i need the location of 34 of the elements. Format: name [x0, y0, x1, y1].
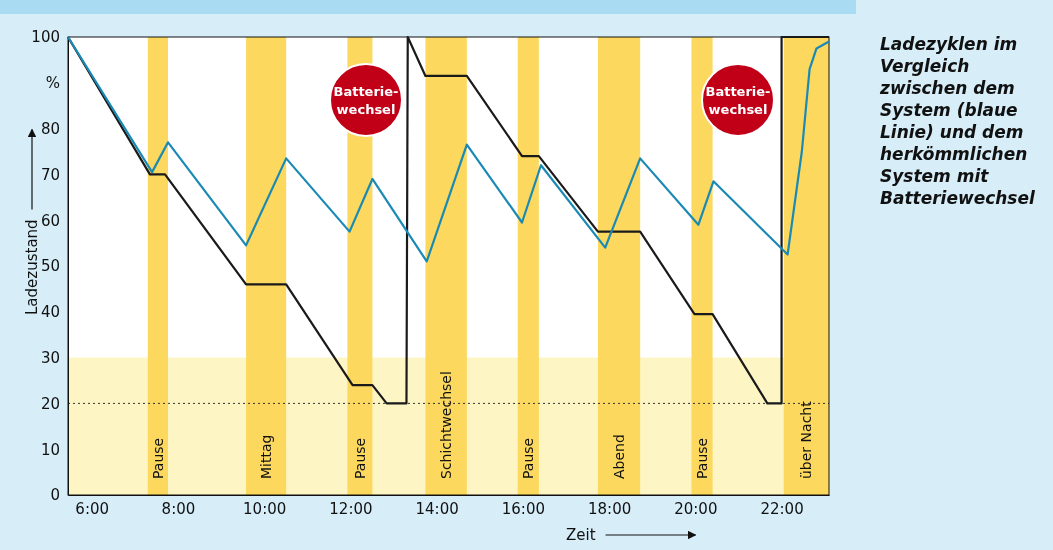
- y-tick-label: 40: [40, 303, 60, 322]
- y-axis-title: Ladezustand: [23, 219, 41, 315]
- x-axis-title: Zeit: [566, 526, 596, 544]
- x-tick-label: 6:00: [75, 499, 110, 518]
- x-tick-label: 14:00: [415, 499, 459, 518]
- y-tick-label: %: [45, 74, 60, 93]
- y-tick-label: 50: [40, 257, 60, 276]
- annotation: Batterie-wechsel: [333, 84, 399, 117]
- band-label: Pause: [694, 437, 711, 479]
- y-tick-label: 20: [40, 394, 60, 413]
- x-tick-label: 16:00: [501, 499, 545, 518]
- band-label: Pause: [351, 437, 368, 479]
- x-tick-label: 20:00: [674, 499, 718, 518]
- y-tick-label: 30: [40, 348, 60, 367]
- y-tick-label: 80: [40, 119, 60, 138]
- band-label: über Nacht: [798, 400, 815, 479]
- band-label: Pause: [520, 437, 537, 479]
- x-tick-label: 12:00: [329, 499, 373, 518]
- band-label: Mittag: [258, 434, 275, 479]
- x-tick-label: 8:00: [161, 499, 196, 518]
- text: Ladezyklen im Vergleich zwischen dem System (blaue Linie) und dem herkömmlichen System mit Batteriewechsel: [879, 34, 1037, 208]
- y-tick-label: 100: [31, 28, 60, 47]
- y-tick-label: 10: [40, 440, 60, 459]
- x-tick-label: 22:00: [760, 499, 804, 518]
- band-label: Schichtwechsel: [438, 371, 455, 479]
- x-tick-label: 18:00: [587, 499, 632, 518]
- y-tick-label: 60: [40, 211, 60, 230]
- annotation: Batterie-wechsel: [705, 84, 771, 117]
- band-label: Abend: [611, 434, 628, 479]
- y-tick-label: 70: [40, 165, 60, 184]
- line-series: [66, 35, 831, 263]
- band-label: Pause: [149, 437, 166, 479]
- x-tick-label: 10:00: [243, 499, 287, 518]
- y-tick-label: 0: [50, 486, 60, 505]
